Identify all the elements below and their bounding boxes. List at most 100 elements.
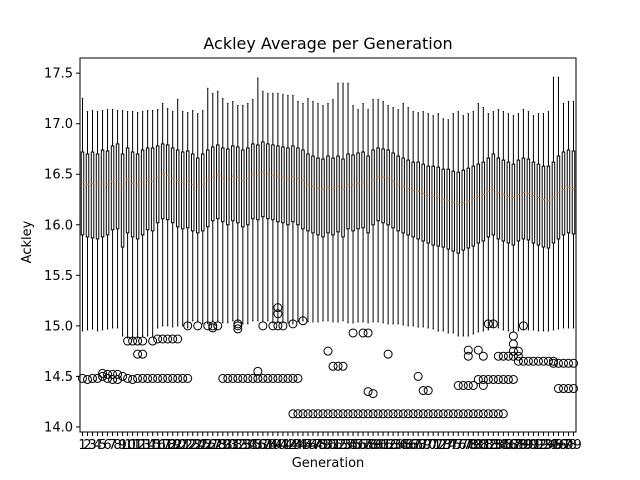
outlier-point — [463, 381, 473, 391]
outlier-point — [263, 373, 273, 383]
box — [321, 158, 325, 238]
x-tick-label: 39 — [265, 438, 282, 453]
box — [566, 149, 571, 234]
outlier-point — [133, 373, 143, 383]
outlier-point — [473, 409, 483, 419]
box — [130, 151, 135, 238]
box — [366, 155, 370, 234]
outlier-point — [298, 316, 308, 326]
outlier-point — [453, 409, 463, 419]
box — [100, 149, 105, 238]
outlier-point — [463, 351, 473, 361]
outlier-point — [453, 381, 463, 391]
outlier-point — [563, 384, 573, 394]
x-tick-label: 32 — [230, 438, 247, 453]
x-tick-label: 82 — [480, 438, 497, 453]
x-tick-label: 52 — [330, 438, 347, 453]
outlier-point — [488, 409, 498, 419]
outlier-point — [523, 356, 533, 366]
box — [326, 155, 330, 234]
outlier-point — [298, 409, 308, 419]
x-tick-label: 62 — [380, 438, 397, 453]
outlier-point — [308, 409, 318, 419]
box — [311, 155, 315, 234]
outlier-point — [513, 346, 523, 356]
outlier-point — [508, 374, 518, 384]
x-tick-label: 23 — [184, 438, 201, 453]
outlier-point — [348, 328, 358, 338]
outlier-point — [488, 319, 498, 329]
outlier-point — [238, 373, 248, 383]
x-tick-label: 46 — [300, 438, 317, 453]
box — [165, 144, 170, 221]
outlier-point — [183, 373, 193, 383]
x-tick-label: 97 — [555, 438, 572, 453]
y-tick-label: 17.5 — [44, 67, 73, 82]
y-tick-label: 14.5 — [44, 370, 73, 385]
x-tick-label: 59 — [365, 438, 382, 453]
box — [401, 157, 405, 234]
box — [481, 161, 486, 242]
outlier-point — [288, 373, 298, 383]
outlier-point — [568, 384, 578, 394]
outlier-point — [423, 386, 433, 396]
box — [271, 144, 275, 221]
outlier-point — [318, 409, 328, 419]
box — [356, 152, 360, 230]
outlier-point — [138, 336, 148, 346]
outlier-point — [113, 369, 123, 379]
x-tick-label: 13 — [134, 438, 151, 453]
x-tick-label: 12 — [129, 438, 146, 453]
outlier-point — [388, 409, 398, 419]
box — [396, 155, 400, 232]
outlier-point — [98, 368, 108, 378]
outlier-point — [473, 345, 483, 355]
x-tick-label: 98 — [560, 438, 577, 453]
outlier-point — [338, 361, 348, 371]
box — [175, 149, 180, 228]
outlier-point — [428, 409, 438, 419]
outlier-point — [288, 409, 298, 419]
box — [411, 161, 415, 238]
box — [211, 146, 215, 222]
x-tick-label: 96 — [550, 438, 567, 453]
outlier-point — [488, 374, 498, 384]
x-tick-label: 15 — [144, 438, 161, 453]
outlier-point — [548, 356, 558, 366]
outlier-point — [168, 334, 178, 344]
x-tick-label: 25 — [194, 438, 211, 453]
outlier-point — [118, 371, 128, 381]
box — [506, 161, 511, 244]
outlier-point — [423, 409, 433, 419]
outlier-point — [223, 373, 233, 383]
box — [286, 147, 290, 226]
outlier-point — [528, 356, 538, 366]
box — [381, 148, 385, 224]
outlier-point — [328, 409, 338, 419]
x-tick-label: 22 — [179, 438, 196, 453]
outlier-point — [128, 374, 138, 384]
box — [145, 147, 150, 231]
outlier-point — [338, 409, 348, 419]
outlier-point — [358, 328, 368, 338]
box — [236, 146, 240, 224]
box — [331, 157, 335, 236]
outlier-point — [438, 409, 448, 419]
x-tick-label: 94 — [540, 438, 557, 453]
x-tick-label: 38 — [260, 438, 277, 453]
outlier-point — [168, 373, 178, 383]
outlier-point — [483, 374, 493, 384]
box — [561, 151, 566, 236]
box — [261, 141, 265, 218]
box — [421, 163, 425, 242]
x-tick-label: 33 — [235, 438, 252, 453]
x-tick-label: 29 — [215, 438, 232, 453]
outlier-point — [178, 373, 188, 383]
outlier-point — [278, 373, 288, 383]
outlier-point — [153, 373, 163, 383]
outlier-point — [148, 373, 158, 383]
outlier-point — [273, 373, 283, 383]
x-tick-label: 21 — [174, 438, 191, 453]
x-tick-label: 80 — [470, 438, 487, 453]
